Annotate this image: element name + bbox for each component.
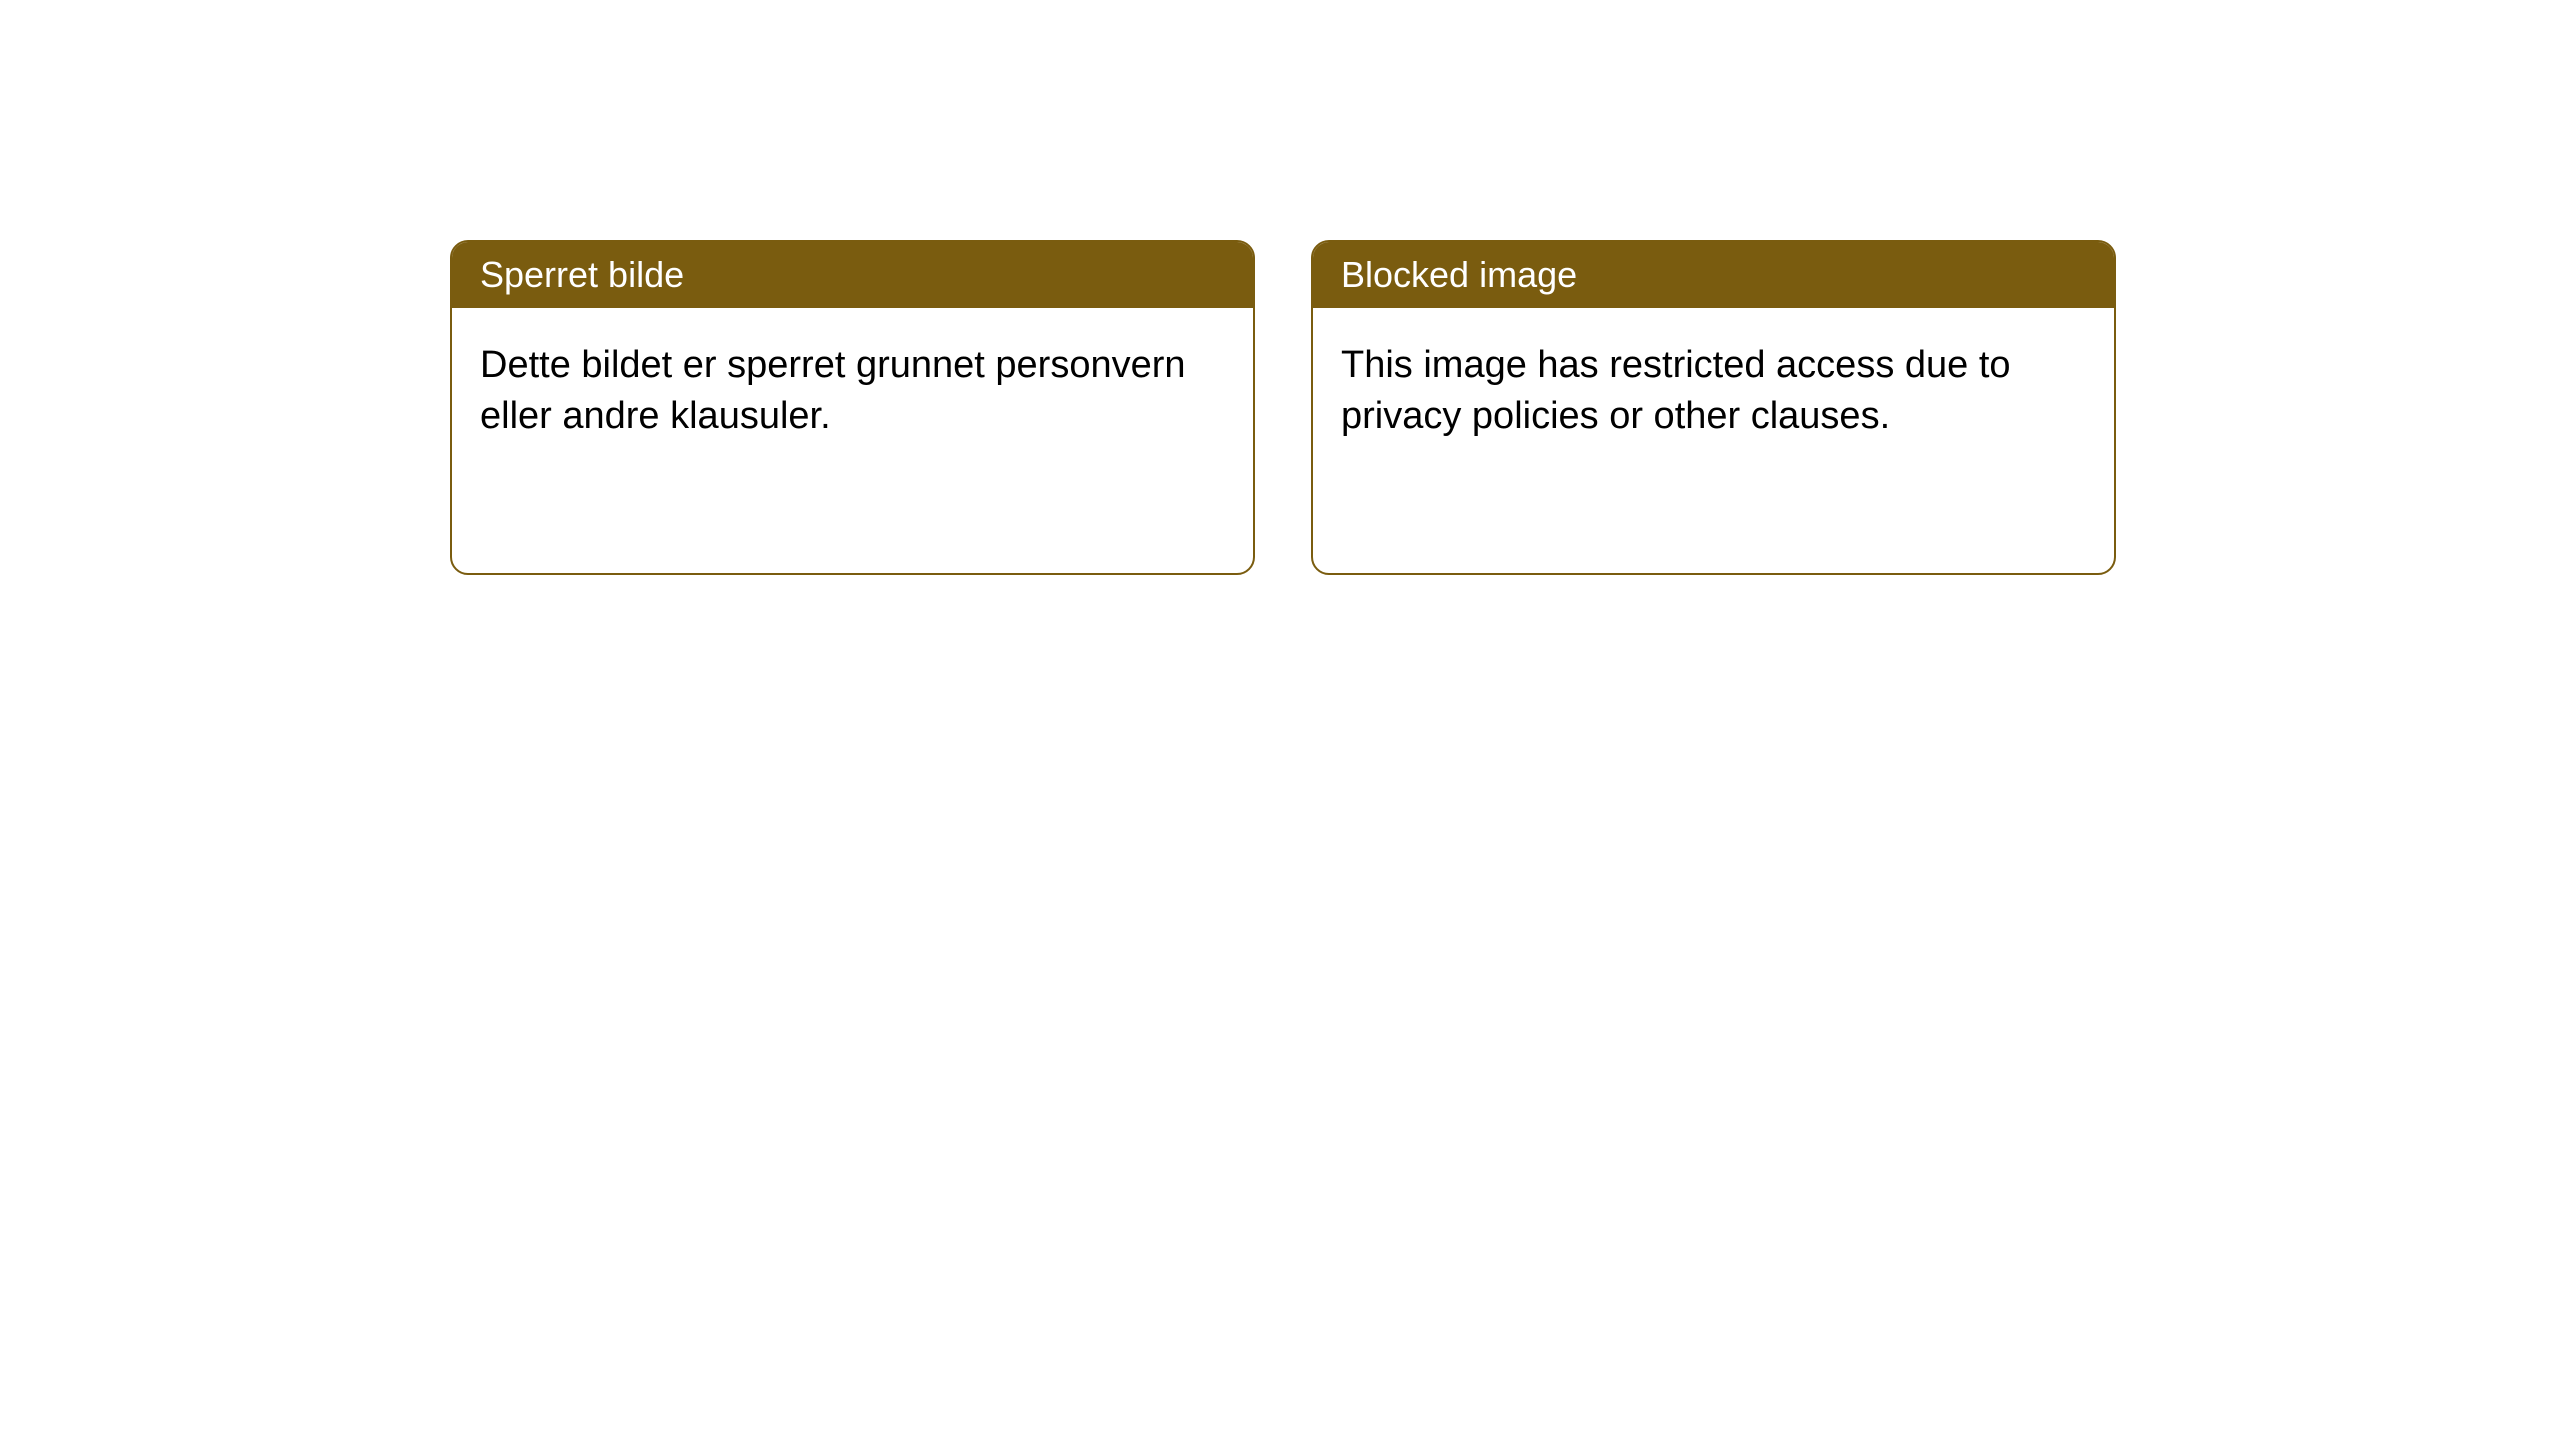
card-text-norwegian: Dette bildet er sperret grunnet personve… bbox=[480, 344, 1186, 437]
card-body-norwegian: Dette bildet er sperret grunnet personve… bbox=[452, 308, 1253, 475]
card-title-norwegian: Sperret bilde bbox=[480, 254, 684, 295]
card-text-english: This image has restricted access due to … bbox=[1341, 344, 2011, 437]
card-title-english: Blocked image bbox=[1341, 254, 1577, 295]
card-body-english: This image has restricted access due to … bbox=[1313, 308, 2114, 475]
notice-card-norwegian: Sperret bilde Dette bildet er sperret gr… bbox=[450, 240, 1255, 575]
card-header-english: Blocked image bbox=[1313, 242, 2114, 308]
card-header-norwegian: Sperret bilde bbox=[452, 242, 1253, 308]
notice-cards-container: Sperret bilde Dette bildet er sperret gr… bbox=[450, 240, 2116, 575]
notice-card-english: Blocked image This image has restricted … bbox=[1311, 240, 2116, 575]
